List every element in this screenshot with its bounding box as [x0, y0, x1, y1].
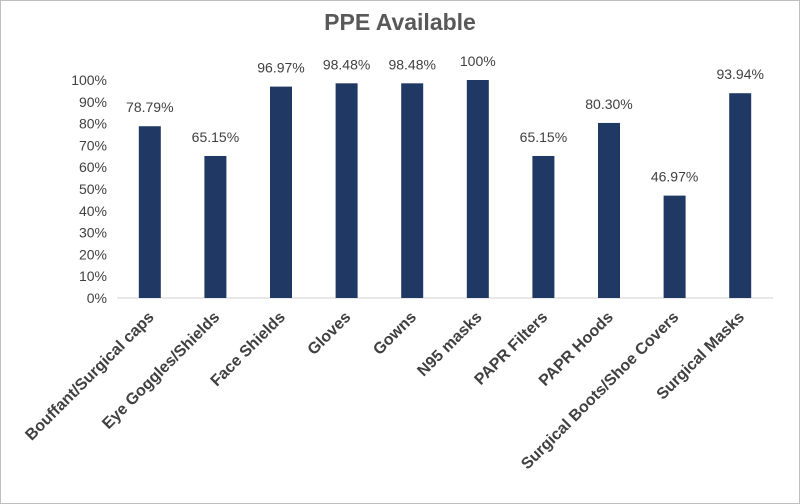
bar — [532, 155, 555, 298]
data-label: 98.48% — [323, 56, 370, 72]
data-label: 46.97% — [651, 169, 698, 185]
bar — [138, 126, 161, 299]
y-tick-label: 50% — [79, 181, 107, 197]
data-label: 80.30% — [585, 96, 632, 112]
y-tick-label: 40% — [79, 203, 107, 219]
x-tick-label: Gloves — [305, 309, 355, 359]
bar — [401, 83, 424, 298]
bar — [335, 83, 358, 298]
y-tick-label: 60% — [79, 159, 107, 175]
data-label: 98.48% — [388, 56, 435, 72]
bar — [598, 122, 620, 298]
data-label: 65.15% — [520, 129, 567, 145]
bar — [204, 155, 227, 298]
y-tick-label: 90% — [79, 94, 107, 110]
y-tick-label: 100% — [71, 72, 107, 88]
bar — [729, 93, 752, 298]
data-label: 65.15% — [192, 129, 239, 145]
bar — [270, 86, 292, 298]
bar — [663, 195, 686, 298]
x-tick-label: Eye Goggles/Shields — [99, 309, 223, 433]
data-label: 96.97% — [257, 60, 304, 76]
data-label: 93.94% — [716, 66, 763, 82]
y-tick-label: 80% — [79, 116, 107, 132]
x-tick-label: Bouffant/Surgical caps — [22, 309, 157, 444]
data-label: 78.79% — [126, 99, 173, 115]
y-tick-label: 30% — [79, 225, 107, 241]
y-tick-label: 70% — [79, 137, 107, 153]
y-tick-label: 0% — [87, 290, 107, 306]
data-label: 100% — [460, 53, 496, 69]
x-tick-label: N95 masks — [414, 309, 485, 380]
y-tick-label: 10% — [79, 268, 107, 284]
chart-title: PPE Available — [324, 9, 476, 35]
x-tick-label: Gowns — [370, 309, 420, 359]
bar — [466, 80, 489, 298]
y-tick-label: 20% — [79, 246, 107, 262]
